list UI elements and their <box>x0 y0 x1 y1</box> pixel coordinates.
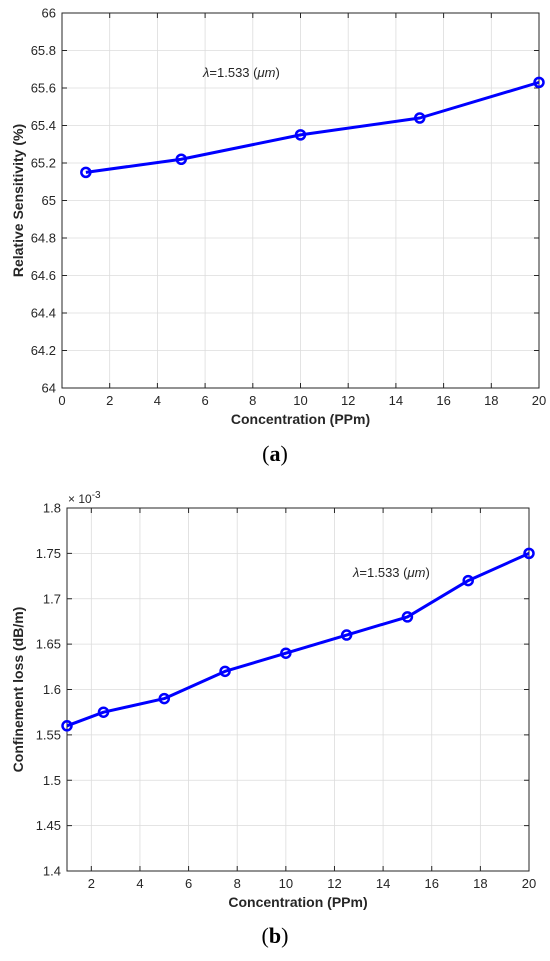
x-tick-label: 8 <box>249 393 256 408</box>
chart-a-grid <box>61 12 540 389</box>
chart-a-annotation-unit: μm <box>256 65 275 80</box>
y-tick-label: 65.4 <box>31 118 56 133</box>
chart-b-grid <box>67 507 530 872</box>
chart-a-ticks <box>61 12 540 389</box>
x-tick-label: 14 <box>376 876 390 891</box>
chart-a-annotation: λ=1.533 (μm) <box>202 65 280 80</box>
y-tick-label: 65.2 <box>31 156 56 171</box>
chart-b-annotation-value: =1.533 ( <box>359 565 408 580</box>
x-tick-label: 2 <box>106 393 113 408</box>
chart-b-panel-letter: b <box>269 923 281 948</box>
data-point-marker <box>401 611 414 623</box>
y-tick-label: 64.4 <box>31 306 56 321</box>
y-tick-label: 64.8 <box>31 231 56 246</box>
y-tick-label: 1.7 <box>43 591 61 606</box>
chart-a-annotation-lambda: λ <box>202 65 209 80</box>
y-tick-label: 66 <box>42 6 56 21</box>
data-point-marker <box>158 692 171 705</box>
x-tick-label: 18 <box>473 876 487 891</box>
chart-b-annotation-lambda: λ <box>352 565 359 580</box>
chart-a-x-axis-label: Concentration (PPm) <box>231 411 370 427</box>
x-tick-label: 4 <box>136 876 143 891</box>
chart-a-annotation-value: =1.533 ( <box>209 65 258 80</box>
x-tick-label: 8 <box>234 876 241 891</box>
chart-b-y-axis-label: Confinement loss (dB/m) <box>10 607 26 773</box>
x-tick-label: 12 <box>327 876 341 891</box>
x-tick-label: 20 <box>522 876 536 891</box>
y-tick-label: 1.6 <box>43 682 61 697</box>
y-tick-label: 1.65 <box>36 637 61 652</box>
y-tick-label: 1.8 <box>43 501 61 516</box>
y-tick-label: 1.55 <box>36 727 61 742</box>
chart-b-x-tick-labels: 2 4 6 8 10 12 14 16 18 20 <box>88 876 537 891</box>
data-point-marker <box>523 547 535 560</box>
chart-b-y-multiplier: × 10-3 <box>68 490 101 506</box>
chart-b-x-axis-label: Concentration (PPm) <box>228 894 367 910</box>
x-tick-label: 14 <box>389 393 403 408</box>
x-tick-label: 4 <box>154 393 161 408</box>
x-tick-label: 10 <box>279 876 293 891</box>
chart-a-x-tick-labels: 0 2 4 6 8 10 12 14 16 18 20 <box>58 393 546 408</box>
x-tick-label: 20 <box>532 393 546 408</box>
data-point-marker <box>61 720 73 732</box>
y-tick-label: 1.4 <box>43 864 61 879</box>
x-tick-label: 2 <box>88 876 95 891</box>
y-tick-label: 1.5 <box>43 773 61 788</box>
data-point-marker <box>533 76 545 89</box>
chart-b-y-multiplier-base: × 10 <box>68 492 92 506</box>
x-tick-label: 6 <box>185 876 192 891</box>
data-point-marker <box>462 574 474 587</box>
x-tick-label: 6 <box>201 393 208 408</box>
y-tick-label: 1.45 <box>36 818 61 833</box>
series-line <box>85 80 540 174</box>
chart-b-series <box>61 547 535 732</box>
chart-a-series <box>80 76 545 179</box>
chart-b-ticks <box>67 507 530 872</box>
chart-b: 2 4 6 8 10 12 14 16 18 20 1.41.451.51.551.61.651.… <box>10 490 536 948</box>
data-point-marker <box>219 665 231 678</box>
y-tick-label: 65.6 <box>31 81 56 96</box>
data-point-marker <box>340 629 353 641</box>
data-point-marker <box>414 112 426 124</box>
chart-a-y-axis-label: Relative Sensitivity (%) <box>10 124 26 277</box>
data-point-marker <box>280 647 292 659</box>
x-tick-label: 16 <box>436 393 450 408</box>
chart-a-annotation-close: ) <box>275 65 279 80</box>
chart-b-annotation-close: ) <box>425 565 429 580</box>
y-tick-label: 65.8 <box>31 43 56 58</box>
chart-b-panel-label: (b) <box>262 923 289 948</box>
chart-a-panel-letter: a <box>270 441 281 466</box>
chart-b-annotation-unit: μm <box>406 565 425 580</box>
y-tick-label: 1.75 <box>36 546 61 561</box>
y-tick-label: 64.6 <box>31 268 56 283</box>
chart-a: 0 2 4 6 8 10 12 14 16 18 20 64 64.2 64.4 64.6 64.8 65 65… <box>10 6 546 467</box>
data-point-marker <box>97 706 110 718</box>
y-tick-label: 64.2 <box>31 343 56 358</box>
chart-b-annotation: λ=1.533 (μm) <box>352 565 430 580</box>
x-tick-label: 10 <box>293 393 307 408</box>
chart-a-y-tick-labels: 64 64.2 64.4 64.6 64.8 65 65.2 65.4 65.6 65.8 66 <box>31 6 56 396</box>
data-point-marker <box>175 153 187 165</box>
y-tick-label: 64 <box>42 381 56 396</box>
y-tick-label: 65 <box>42 193 56 208</box>
x-tick-label: 18 <box>484 393 498 408</box>
x-tick-label: 16 <box>425 876 439 891</box>
series-line <box>66 552 530 728</box>
x-tick-label: 0 <box>58 393 65 408</box>
chart-b-y-tick-labels: 1.4 1.45 1.5 1.55 1.6 1.65 1.7 1.75 1.8 <box>36 501 61 879</box>
data-point-marker <box>80 166 92 179</box>
chart-b-y-multiplier-exponent: -3 <box>92 490 101 501</box>
chart-a-panel-label: (a) <box>262 441 288 466</box>
data-point-marker <box>294 129 307 141</box>
x-tick-label: 12 <box>341 393 355 408</box>
